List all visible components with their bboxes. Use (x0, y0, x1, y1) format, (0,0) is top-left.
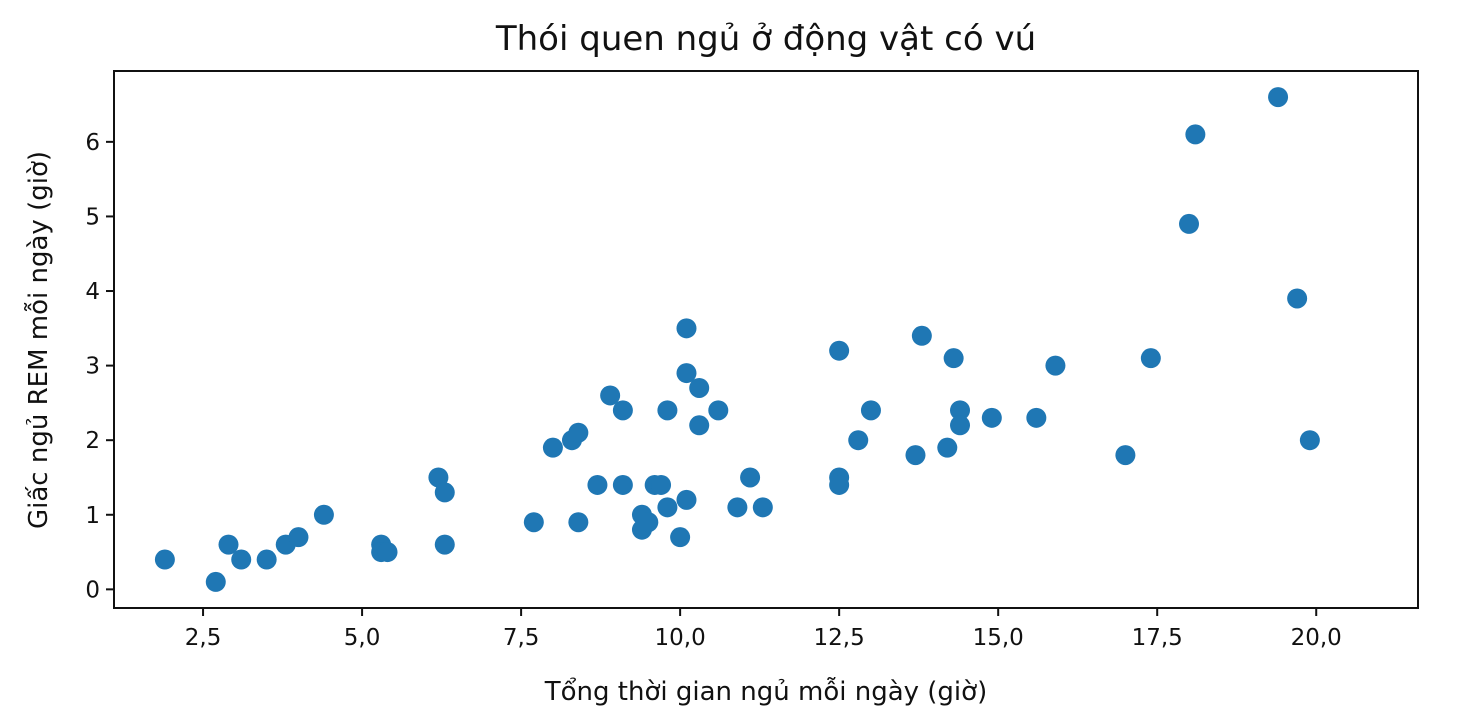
plot-frame (113, 70, 1419, 609)
data-point (689, 415, 710, 436)
data-point (568, 512, 589, 533)
data-point (740, 467, 761, 488)
x-tick-label: 15,0 (973, 625, 1024, 651)
data-point (937, 437, 958, 458)
data-point (911, 325, 932, 346)
data-point (657, 497, 678, 518)
data-point (313, 504, 334, 525)
data-point (1115, 445, 1136, 466)
data-point (689, 377, 710, 398)
data-point (377, 542, 398, 563)
x-tick-label: 2,5 (185, 625, 222, 651)
y-tick-label: 1 (85, 503, 100, 529)
y-tick-label: 4 (85, 279, 100, 305)
data-point (950, 415, 971, 436)
y-axis-label: Giấc ngủ REM mỗi ngày (giờ) (23, 151, 54, 529)
data-point (1026, 407, 1047, 428)
data-point (612, 474, 633, 495)
data-point (256, 549, 277, 570)
data-point (587, 474, 608, 495)
data-point (708, 400, 729, 421)
data-point (231, 549, 252, 570)
x-tick-label: 7,5 (503, 625, 540, 651)
data-point (1045, 355, 1066, 376)
x-tick-label: 20,0 (1291, 625, 1342, 651)
data-point (1185, 124, 1206, 145)
data-point (1268, 87, 1289, 108)
y-tick-label: 5 (85, 204, 100, 230)
y-tick-label: 3 (85, 354, 100, 380)
data-point (1299, 430, 1320, 451)
data-point (676, 363, 697, 384)
chart-title: Thói quen ngủ ở động vật có vú (495, 19, 1036, 59)
data-point (676, 489, 697, 510)
x-tick-label: 12,5 (814, 625, 865, 651)
x-axis-label: Tổng thời gian ngủ mỗi ngày (giờ) (544, 676, 987, 707)
data-point (218, 534, 239, 555)
data-point (523, 512, 544, 533)
data-point (981, 407, 1002, 428)
data-point (829, 474, 850, 495)
x-axis: 2,5 5,0 7,5 10,0 12,5 15,0 17,5 20,0 (185, 608, 1342, 651)
y-axis: 0 1 2 3 4 5 6 (85, 130, 114, 603)
data-point (638, 512, 659, 533)
data-point (943, 348, 964, 369)
data-point (568, 422, 589, 443)
data-point (428, 467, 449, 488)
data-point (1140, 348, 1161, 369)
x-tick-label: 5,0 (344, 625, 381, 651)
data-point (154, 549, 175, 570)
x-tick-label: 17,5 (1132, 625, 1183, 651)
y-tick-label: 6 (85, 130, 100, 156)
x-tick-label: 10,0 (655, 625, 706, 651)
y-tick-label: 0 (85, 577, 100, 603)
data-point (612, 400, 633, 421)
data-point (651, 474, 672, 495)
data-point (950, 400, 971, 421)
data-point (1287, 288, 1308, 309)
data-point (600, 385, 621, 406)
data-point (829, 340, 850, 361)
data-point (860, 400, 881, 421)
data-point (434, 534, 455, 555)
data-point (848, 430, 869, 451)
y-tick-label: 2 (85, 428, 100, 454)
data-point (434, 482, 455, 503)
data-point (752, 497, 773, 518)
data-point (288, 527, 309, 548)
data-point (542, 437, 563, 458)
data-point (657, 400, 678, 421)
data-point (205, 571, 226, 592)
data-point (905, 445, 926, 466)
data-point (670, 527, 691, 548)
data-point (1179, 213, 1200, 234)
data-point (676, 318, 697, 339)
data-point (727, 497, 748, 518)
data-points (154, 87, 1320, 592)
